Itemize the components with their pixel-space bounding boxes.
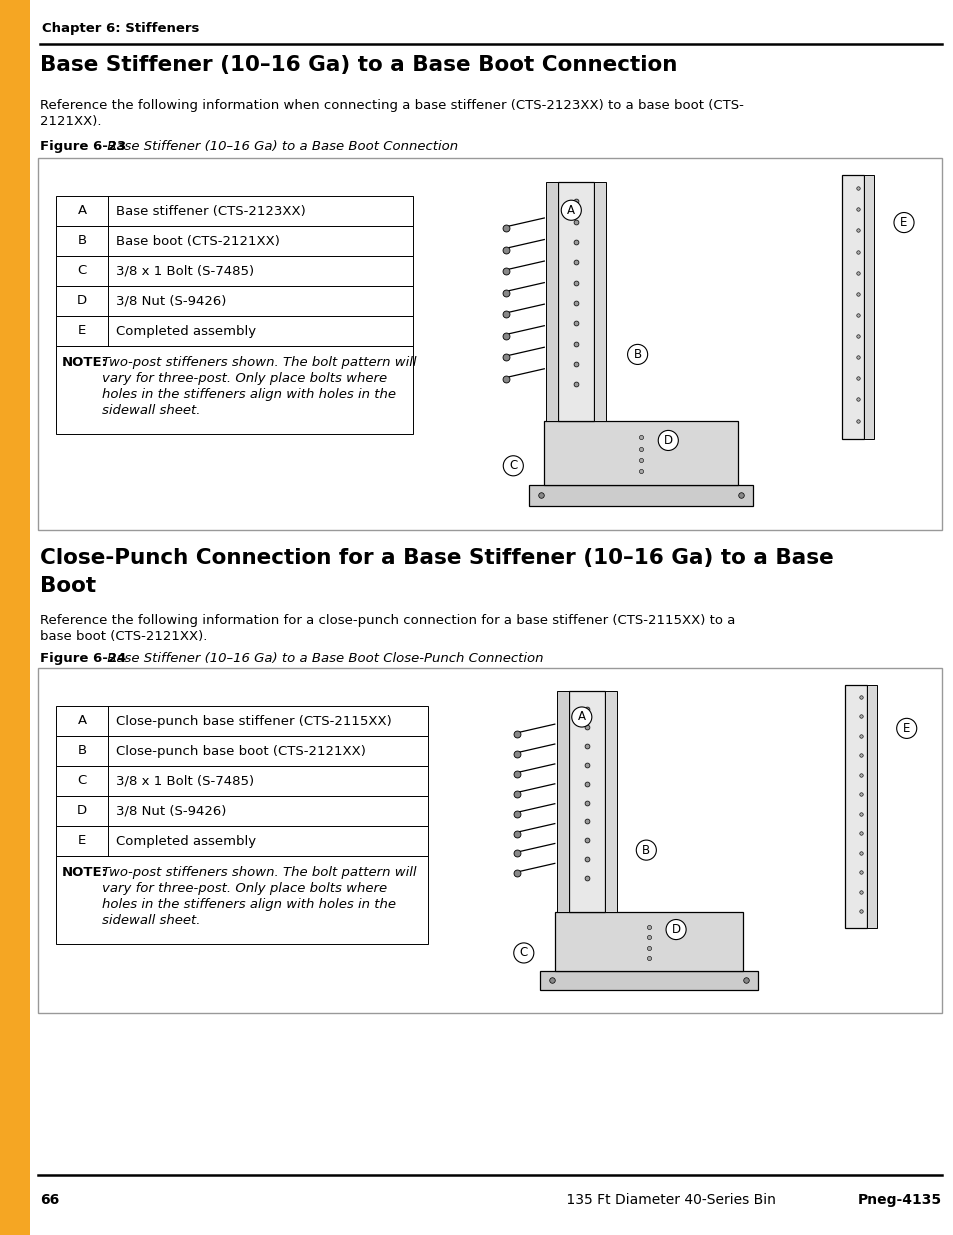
Text: vary for three-post. Only place bolts where: vary for three-post. Only place bolts wh… bbox=[102, 882, 387, 895]
Text: Close-punch base boot (CTS-2121XX): Close-punch base boot (CTS-2121XX) bbox=[116, 745, 366, 757]
Text: B: B bbox=[633, 348, 641, 361]
Bar bbox=[38, 668, 941, 1013]
Text: holes in the stiffeners align with holes in the: holes in the stiffeners align with holes… bbox=[102, 388, 395, 401]
Text: Base Stiffener (10–16 Ga) to a Base Boot Connection: Base Stiffener (10–16 Ga) to a Base Boot… bbox=[40, 56, 677, 75]
Text: A: A bbox=[567, 204, 575, 216]
Bar bbox=[56, 797, 428, 826]
Text: B: B bbox=[641, 844, 650, 857]
Bar bbox=[843, 684, 866, 929]
Text: C: C bbox=[519, 946, 527, 960]
Bar bbox=[56, 346, 413, 433]
Bar bbox=[56, 736, 428, 766]
Text: Reference the following information when connecting a base stiffener (CTS-2123XX: Reference the following information when… bbox=[40, 99, 743, 112]
Text: vary for three-post. Only place bolts where: vary for three-post. Only place bolts wh… bbox=[102, 372, 387, 385]
Text: A: A bbox=[77, 715, 87, 727]
Text: C: C bbox=[77, 264, 87, 278]
Bar bbox=[604, 692, 617, 911]
Bar bbox=[544, 421, 738, 485]
Text: Reference the following information for a close-punch connection for a base stif: Reference the following information for … bbox=[40, 614, 735, 627]
Text: E: E bbox=[78, 325, 86, 337]
Text: D: D bbox=[77, 804, 87, 818]
Text: Pneg-4135: Pneg-4135 bbox=[857, 1193, 941, 1207]
Bar bbox=[38, 158, 941, 530]
Text: C: C bbox=[509, 459, 517, 472]
Text: Two-post stiffeners shown. The bolt pattern will: Two-post stiffeners shown. The bolt patt… bbox=[102, 866, 416, 879]
Text: 2121XX).: 2121XX). bbox=[40, 115, 101, 128]
Text: Figure 6-23: Figure 6-23 bbox=[40, 140, 126, 153]
Text: 3/8 x 1 Bolt (S-7485): 3/8 x 1 Bolt (S-7485) bbox=[116, 774, 253, 788]
Text: Boot: Boot bbox=[40, 576, 96, 597]
Text: Completed assembly: Completed assembly bbox=[116, 325, 255, 337]
Text: D: D bbox=[77, 294, 87, 308]
Bar bbox=[56, 226, 413, 256]
Text: Two-post stiffeners shown. The bolt pattern will: Two-post stiffeners shown. The bolt patt… bbox=[102, 356, 416, 369]
Bar bbox=[56, 856, 428, 944]
Bar bbox=[56, 766, 428, 797]
Text: sidewall sheet.: sidewall sheet. bbox=[102, 404, 200, 417]
Text: 135 Ft Diameter 40-Series Bin: 135 Ft Diameter 40-Series Bin bbox=[561, 1193, 775, 1207]
Text: B: B bbox=[77, 745, 87, 757]
Text: Figure 6-24: Figure 6-24 bbox=[40, 652, 126, 664]
Text: NOTE:: NOTE: bbox=[62, 866, 108, 879]
Bar bbox=[546, 182, 558, 421]
Bar bbox=[539, 971, 758, 990]
Text: Close-punch base stiffener (CTS-2115XX): Close-punch base stiffener (CTS-2115XX) bbox=[116, 715, 392, 727]
Text: Base Stiffener (10–16 Ga) to a Base Boot Connection: Base Stiffener (10–16 Ga) to a Base Boot… bbox=[103, 140, 457, 153]
Bar bbox=[866, 684, 876, 929]
Text: 3/8 x 1 Bolt (S-7485): 3/8 x 1 Bolt (S-7485) bbox=[116, 264, 253, 278]
Bar bbox=[56, 287, 413, 316]
Text: Close-Punch Connection for a Base Stiffener (10–16 Ga) to a Base: Close-Punch Connection for a Base Stiffe… bbox=[40, 548, 833, 568]
Bar bbox=[558, 182, 594, 421]
Bar bbox=[841, 175, 863, 438]
Text: base boot (CTS-2121XX).: base boot (CTS-2121XX). bbox=[40, 630, 207, 643]
Text: 66: 66 bbox=[40, 1193, 59, 1207]
Bar bbox=[568, 692, 604, 911]
Text: D: D bbox=[663, 433, 672, 447]
Text: holes in the stiffeners align with holes in the: holes in the stiffeners align with holes… bbox=[102, 898, 395, 911]
Text: B: B bbox=[77, 235, 87, 247]
Text: A: A bbox=[77, 205, 87, 217]
Text: D: D bbox=[671, 923, 679, 936]
Text: 3/8 Nut (S-9426): 3/8 Nut (S-9426) bbox=[116, 804, 226, 818]
Bar bbox=[56, 826, 428, 856]
Bar bbox=[56, 706, 428, 736]
Bar bbox=[555, 911, 742, 971]
Bar bbox=[529, 485, 753, 506]
Bar bbox=[0, 0, 30, 1235]
Bar bbox=[56, 196, 413, 226]
Text: Base stiffener (CTS-2123XX): Base stiffener (CTS-2123XX) bbox=[116, 205, 305, 217]
Text: Base Stiffener (10–16 Ga) to a Base Boot Close-Punch Connection: Base Stiffener (10–16 Ga) to a Base Boot… bbox=[103, 652, 543, 664]
Bar bbox=[56, 256, 413, 287]
Bar bbox=[56, 316, 413, 346]
Bar bbox=[557, 692, 568, 911]
Text: C: C bbox=[77, 774, 87, 788]
Text: sidewall sheet.: sidewall sheet. bbox=[102, 914, 200, 927]
Text: Chapter 6: Stiffeners: Chapter 6: Stiffeners bbox=[42, 22, 199, 35]
Text: 3/8 Nut (S-9426): 3/8 Nut (S-9426) bbox=[116, 294, 226, 308]
Bar bbox=[594, 182, 606, 421]
Text: A: A bbox=[578, 710, 585, 724]
Text: NOTE:: NOTE: bbox=[62, 356, 108, 369]
Text: E: E bbox=[78, 835, 86, 847]
Text: E: E bbox=[902, 722, 909, 735]
Text: E: E bbox=[900, 216, 906, 228]
Text: Completed assembly: Completed assembly bbox=[116, 835, 255, 847]
Bar bbox=[863, 175, 873, 438]
Text: Base boot (CTS-2121XX): Base boot (CTS-2121XX) bbox=[116, 235, 279, 247]
